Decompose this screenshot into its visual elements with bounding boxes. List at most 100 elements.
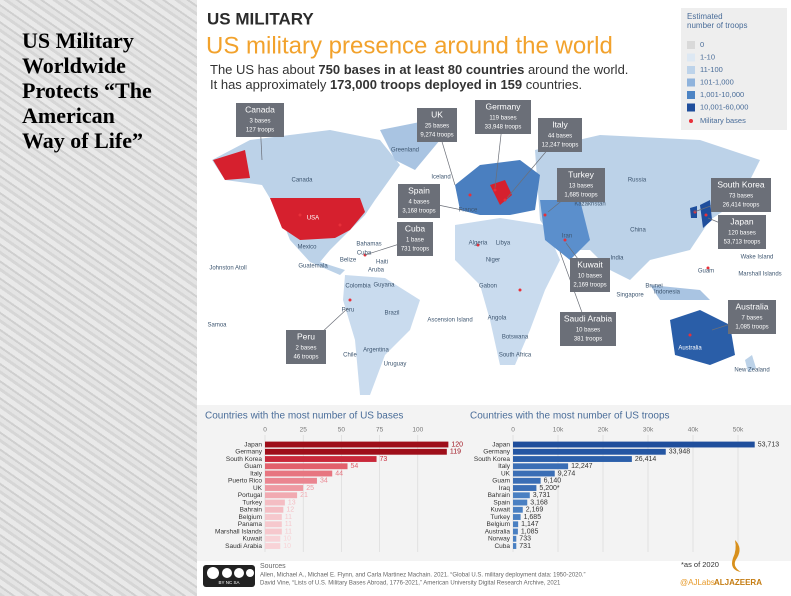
value-label: 12,247 [571, 463, 593, 470]
legend-swatch [687, 53, 695, 62]
cc-badge [203, 565, 255, 587]
y-tick-label: Belgium [487, 521, 510, 528]
map-place: USA [307, 216, 319, 222]
map-place: South Africa [499, 353, 532, 359]
bar [513, 492, 530, 499]
license: BY NC SA [219, 580, 240, 585]
value-label: 6,140 [544, 478, 562, 485]
chart-title: Countries with the most number of US tro… [470, 411, 670, 422]
x-tick-label: 10k [553, 427, 564, 434]
y-tick-label: Germany [235, 449, 262, 456]
infographic: US MILITARY US military presence around t… [197, 0, 791, 596]
callout-bases: 120 bases [728, 231, 756, 237]
value-label: 10 [283, 536, 291, 543]
map-place: Guatemala [298, 264, 328, 270]
callout-troops: 1,085 troops [735, 325, 768, 331]
map-place: Belize [340, 258, 357, 264]
y-tick-label: Japan [244, 441, 262, 448]
callout-box [557, 168, 605, 202]
legend-label: 10,001-60,000 [700, 102, 748, 111]
bar [513, 521, 519, 528]
callout-troops: 9,274 troops [420, 133, 453, 139]
callout-name: Canada [245, 104, 275, 114]
title: US military presence around the world [206, 32, 613, 59]
y-tick-label: Iraq [499, 485, 511, 492]
x-tick-label: 25 [300, 427, 308, 434]
source: David Vine, “Lists of U.S. Military Base… [260, 581, 561, 587]
callout-box [711, 178, 771, 212]
y-tick-label: Guam [244, 463, 262, 470]
map-place: Marshall Islands [738, 272, 781, 278]
callout-name: Germany [486, 101, 522, 111]
y-tick-label: Bahrain [240, 507, 263, 514]
y-tick-label: Bahrain [488, 492, 511, 499]
callout-name: Cuba [405, 223, 426, 233]
map-place: Angola [488, 316, 507, 322]
y-tick-label: South Korea [226, 456, 263, 463]
x-tick-label: 50k [733, 427, 744, 434]
callout-box [475, 100, 531, 134]
brand: ALJAZEERA [714, 578, 762, 587]
x-tick-label: 50 [338, 427, 346, 434]
map-place: China [630, 228, 646, 234]
map-place: Russia [628, 178, 647, 184]
callout-troops: 53,713 troops [724, 240, 761, 246]
x-tick-label: 100 [412, 427, 423, 434]
callout-bases: 119 bases [489, 116, 516, 122]
africa [455, 218, 560, 365]
bar [265, 535, 281, 542]
map-place: Singapore [616, 293, 644, 299]
map-place: Cuba [357, 251, 372, 257]
legend-base-dot [689, 119, 693, 123]
legend-label: 101-1,000 [700, 77, 734, 86]
chart-title: Countries with the most number of US bas… [205, 411, 403, 422]
map-place: Botswana [502, 335, 529, 341]
credit: @AJLabs [680, 578, 715, 587]
y-tick-label: Guam [492, 478, 510, 485]
legend-swatch [687, 78, 695, 87]
value-label: 53,713 [758, 441, 780, 448]
legend-label: 1,001-10,000 [700, 90, 744, 99]
map-place: Johnston Atoll [209, 266, 246, 272]
bar [265, 485, 304, 491]
value-label: 26,414 [635, 456, 657, 463]
x-tick-label: 75 [376, 427, 384, 434]
callout-bases: 3 bases [249, 119, 270, 125]
y-tick-label: Spain [493, 499, 510, 506]
value-label: 11 [285, 521, 292, 528]
callout-name: Spain [408, 185, 430, 195]
map-place: Kazakhstan [574, 202, 605, 208]
map-place: Ascension Island [427, 318, 472, 324]
map-place: Iceland [431, 175, 450, 181]
map-place: Gabon [479, 284, 497, 290]
indonesia [650, 285, 710, 300]
heading-line: Worldwide [22, 53, 126, 78]
subtitle-part: 173,000 troops deployed in 159 [330, 77, 522, 92]
callout-bases: 44 bases [548, 134, 572, 140]
value-label: 44 [335, 470, 343, 477]
x-tick-label: 0 [263, 427, 267, 434]
callout-name: Japan [730, 216, 753, 226]
y-tick-label: Panama [238, 521, 263, 528]
subtitle-part: It has approximately [210, 77, 330, 92]
bar [513, 441, 755, 448]
value-label: 731 [519, 543, 531, 550]
callout-name: Australia [735, 301, 768, 311]
bar [265, 492, 298, 499]
value-label: 2,169 [526, 507, 544, 514]
map-place: Mexico [297, 245, 317, 251]
value-label: 11 [285, 528, 292, 535]
legend-title: Estimated [687, 12, 723, 21]
map-place: Greenland [391, 148, 419, 154]
callout-bases: 10 bases [576, 328, 600, 334]
bar [265, 448, 447, 455]
legend-label: 1-10 [700, 52, 715, 61]
value-label: 3,168 [530, 499, 548, 506]
bar [265, 521, 282, 528]
map-place: Bahamas [356, 242, 381, 248]
y-tick-label: Germany [483, 449, 510, 456]
legend-swatch [687, 66, 695, 74]
value-label: 13 [288, 499, 296, 506]
map-place: Guam [698, 269, 714, 275]
map-place: Aruba [368, 268, 385, 274]
